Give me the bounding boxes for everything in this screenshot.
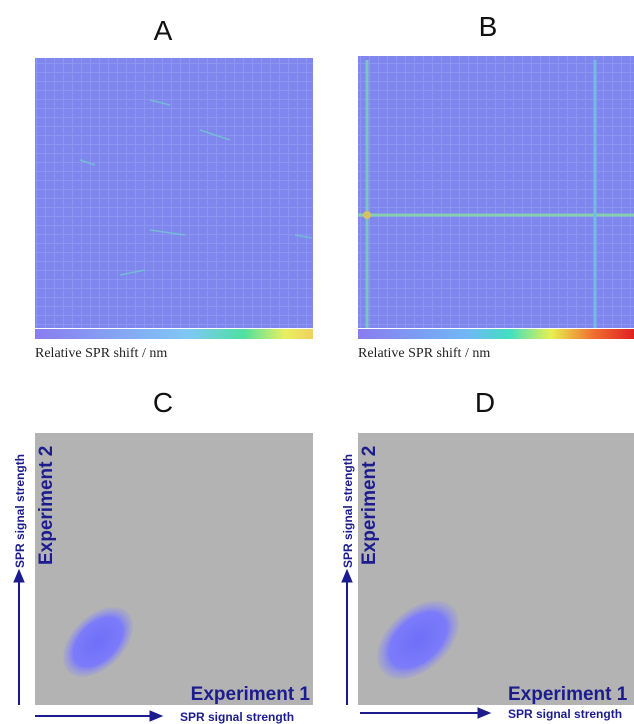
- colorbar: [358, 329, 634, 339]
- colorbar: [35, 329, 313, 339]
- x-arrow: [35, 711, 162, 721]
- caption: Relative SPR shift / nm: [35, 346, 167, 361]
- caption: Relative SPR shift / nm: [358, 346, 490, 361]
- x-outer-label: SPR signal strength: [508, 707, 622, 721]
- y-inner-label: Experiment 2: [36, 446, 57, 565]
- panel-label: C: [153, 387, 173, 418]
- figure: A Relative SPR shift / nm B Relative SPR…: [0, 0, 634, 724]
- x-outer-label: SPR signal strength: [180, 710, 294, 724]
- y-outer-label: SPR signal strength: [341, 454, 355, 568]
- y-outer-label: SPR signal strength: [13, 454, 27, 568]
- heatmap: [35, 58, 313, 328]
- y-inner-label: Experiment 2: [359, 446, 380, 565]
- panel-label: D: [475, 387, 495, 418]
- panel-label: B: [479, 11, 498, 42]
- y-arrow: [342, 570, 352, 705]
- panel-label: A: [154, 15, 173, 46]
- heatmap: [358, 56, 634, 328]
- x-inner-label: Experiment 1: [508, 684, 628, 705]
- x-arrow: [360, 708, 490, 718]
- x-inner-label: Experiment 1: [191, 684, 311, 705]
- y-arrow: [14, 570, 24, 705]
